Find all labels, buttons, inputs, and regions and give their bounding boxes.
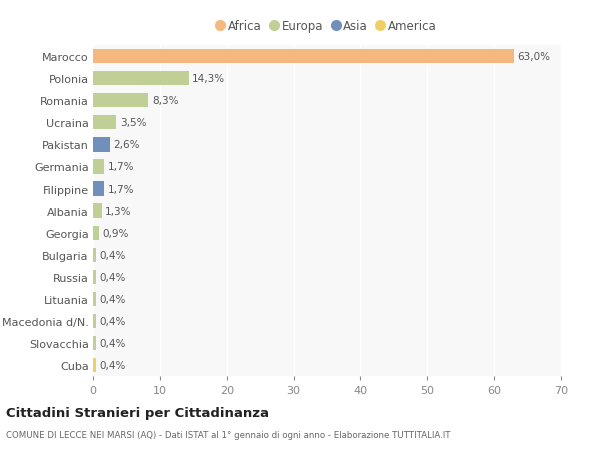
Text: 1,3%: 1,3% <box>105 206 131 216</box>
Bar <box>93 138 110 152</box>
Bar <box>93 226 99 241</box>
Text: 0,4%: 0,4% <box>99 316 125 326</box>
Text: 2,6%: 2,6% <box>114 140 140 150</box>
Bar <box>93 358 95 373</box>
Text: 0,4%: 0,4% <box>99 294 125 304</box>
Bar <box>93 160 104 174</box>
Text: 3,5%: 3,5% <box>120 118 146 128</box>
Bar <box>93 72 188 86</box>
Text: 1,7%: 1,7% <box>108 162 134 172</box>
Text: 1,7%: 1,7% <box>108 184 134 194</box>
Text: 0,4%: 0,4% <box>99 360 125 370</box>
Text: Cittadini Stranieri per Cittadinanza: Cittadini Stranieri per Cittadinanza <box>6 406 269 419</box>
Bar <box>93 314 95 329</box>
Bar <box>93 116 116 130</box>
Text: 0,4%: 0,4% <box>99 338 125 348</box>
Bar <box>93 182 104 196</box>
Bar <box>93 204 101 218</box>
Text: COMUNE DI LECCE NEI MARSI (AQ) - Dati ISTAT al 1° gennaio di ogni anno - Elabora: COMUNE DI LECCE NEI MARSI (AQ) - Dati IS… <box>6 431 451 440</box>
Text: 0,9%: 0,9% <box>103 228 129 238</box>
Text: 14,3%: 14,3% <box>192 74 225 84</box>
Text: 63,0%: 63,0% <box>518 52 551 62</box>
Legend: Africa, Europa, Asia, America: Africa, Europa, Asia, America <box>217 21 437 34</box>
Text: 0,4%: 0,4% <box>99 250 125 260</box>
Bar <box>93 50 514 64</box>
Text: 0,4%: 0,4% <box>99 272 125 282</box>
Bar <box>93 292 95 307</box>
Bar <box>93 336 95 351</box>
Bar <box>93 94 148 108</box>
Bar <box>93 270 95 285</box>
Text: 8,3%: 8,3% <box>152 96 178 106</box>
Bar <box>93 248 95 263</box>
